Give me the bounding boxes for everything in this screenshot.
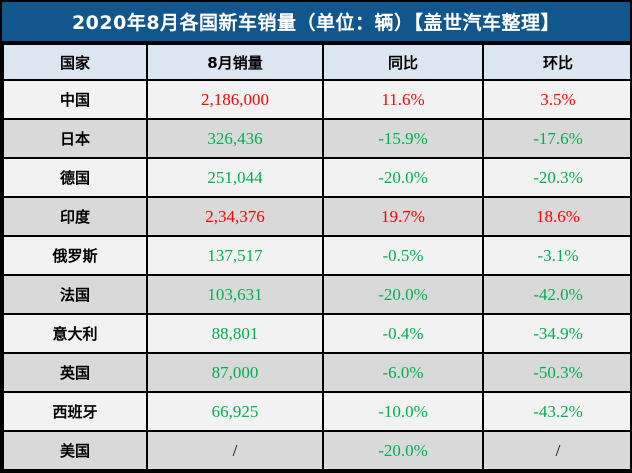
yoy-cell: -0.5% (322, 235, 484, 276)
country-cell: 英国 (2, 352, 148, 393)
table-row: 中国 2,186,000 11.6% 3.5% (2, 79, 630, 120)
col-header-sales: 8月销量 (146, 43, 324, 81)
mom-cell: 18.6% (482, 196, 630, 237)
mom-cell: -3.1% (482, 235, 630, 276)
country-cell: 西班牙 (2, 391, 148, 432)
country-cell: 美国 (2, 430, 148, 471)
yoy-cell: -15.9% (322, 118, 484, 159)
sales-cell: 2,34,376 (146, 196, 324, 237)
yoy-cell: -10.0% (322, 391, 484, 432)
table-row: 美国 / -20.0% / (2, 430, 630, 471)
sales-cell: 103,631 (146, 274, 324, 315)
sales-cell: 2,186,000 (146, 79, 324, 120)
yoy-cell: -6.0% (322, 352, 484, 393)
header-row: 国家 8月销量 同比 环比 (2, 43, 630, 81)
table-title: 2020年8月各国新车销量（单位：辆）【盖世汽车整理】 (2, 2, 630, 43)
mom-cell: -17.6% (482, 118, 630, 159)
country-cell: 俄罗斯 (2, 235, 148, 276)
yoy-cell: -0.4% (322, 313, 484, 354)
mom-cell: -20.3% (482, 157, 630, 198)
mom-cell: -50.3% (482, 352, 630, 393)
yoy-cell: -20.0% (322, 274, 484, 315)
col-header-country: 国家 (2, 43, 148, 81)
sales-cell: 66,925 (146, 391, 324, 432)
country-cell: 法国 (2, 274, 148, 315)
table-row: 德国 251,044 -20.0% -20.3% (2, 157, 630, 198)
table-row: 印度 2,34,376 19.7% 18.6% (2, 196, 630, 237)
sales-cell: 137,517 (146, 235, 324, 276)
yoy-cell: -20.0% (322, 157, 484, 198)
sales-cell: 88,801 (146, 313, 324, 354)
col-header-yoy: 同比 (322, 43, 484, 81)
mom-cell: / (482, 430, 630, 471)
table-body: 中国 2,186,000 11.6% 3.5% 日本 326,436 -15.9% -17.6… (2, 79, 630, 471)
table-row: 俄罗斯 137,517 -0.5% -3.1% (2, 235, 630, 276)
table-row: 法国 103,631 -20.0% -42.0% (2, 274, 630, 315)
sales-cell: / (146, 430, 324, 471)
country-cell: 德国 (2, 157, 148, 198)
sales-cell: 87,000 (146, 352, 324, 393)
yoy-cell: -20.0% (322, 430, 484, 471)
country-cell: 日本 (2, 118, 148, 159)
col-header-mom: 环比 (482, 43, 630, 81)
table-row: 西班牙 66,925 -10.0% -43.2% (2, 391, 630, 432)
table-row: 英国 87,000 -6.0% -50.3% (2, 352, 630, 393)
table-row: 日本 326,436 -15.9% -17.6% (2, 118, 630, 159)
mom-cell: -42.0% (482, 274, 630, 315)
table-row: 意大利 88,801 -0.4% -34.9% (2, 313, 630, 354)
mom-cell: 3.5% (482, 79, 630, 120)
country-cell: 意大利 (2, 313, 148, 354)
country-cell: 印度 (2, 196, 148, 237)
mom-cell: -43.2% (482, 391, 630, 432)
sales-cell: 326,436 (146, 118, 324, 159)
yoy-cell: 11.6% (322, 79, 484, 120)
sales-table: 国家 8月销量 同比 环比 中国 2,186,000 11.6% 3.5% 日本 326,… (2, 43, 630, 471)
sales-cell: 251,044 (146, 157, 324, 198)
country-cell: 中国 (2, 79, 148, 120)
mom-cell: -34.9% (482, 313, 630, 354)
yoy-cell: 19.7% (322, 196, 484, 237)
